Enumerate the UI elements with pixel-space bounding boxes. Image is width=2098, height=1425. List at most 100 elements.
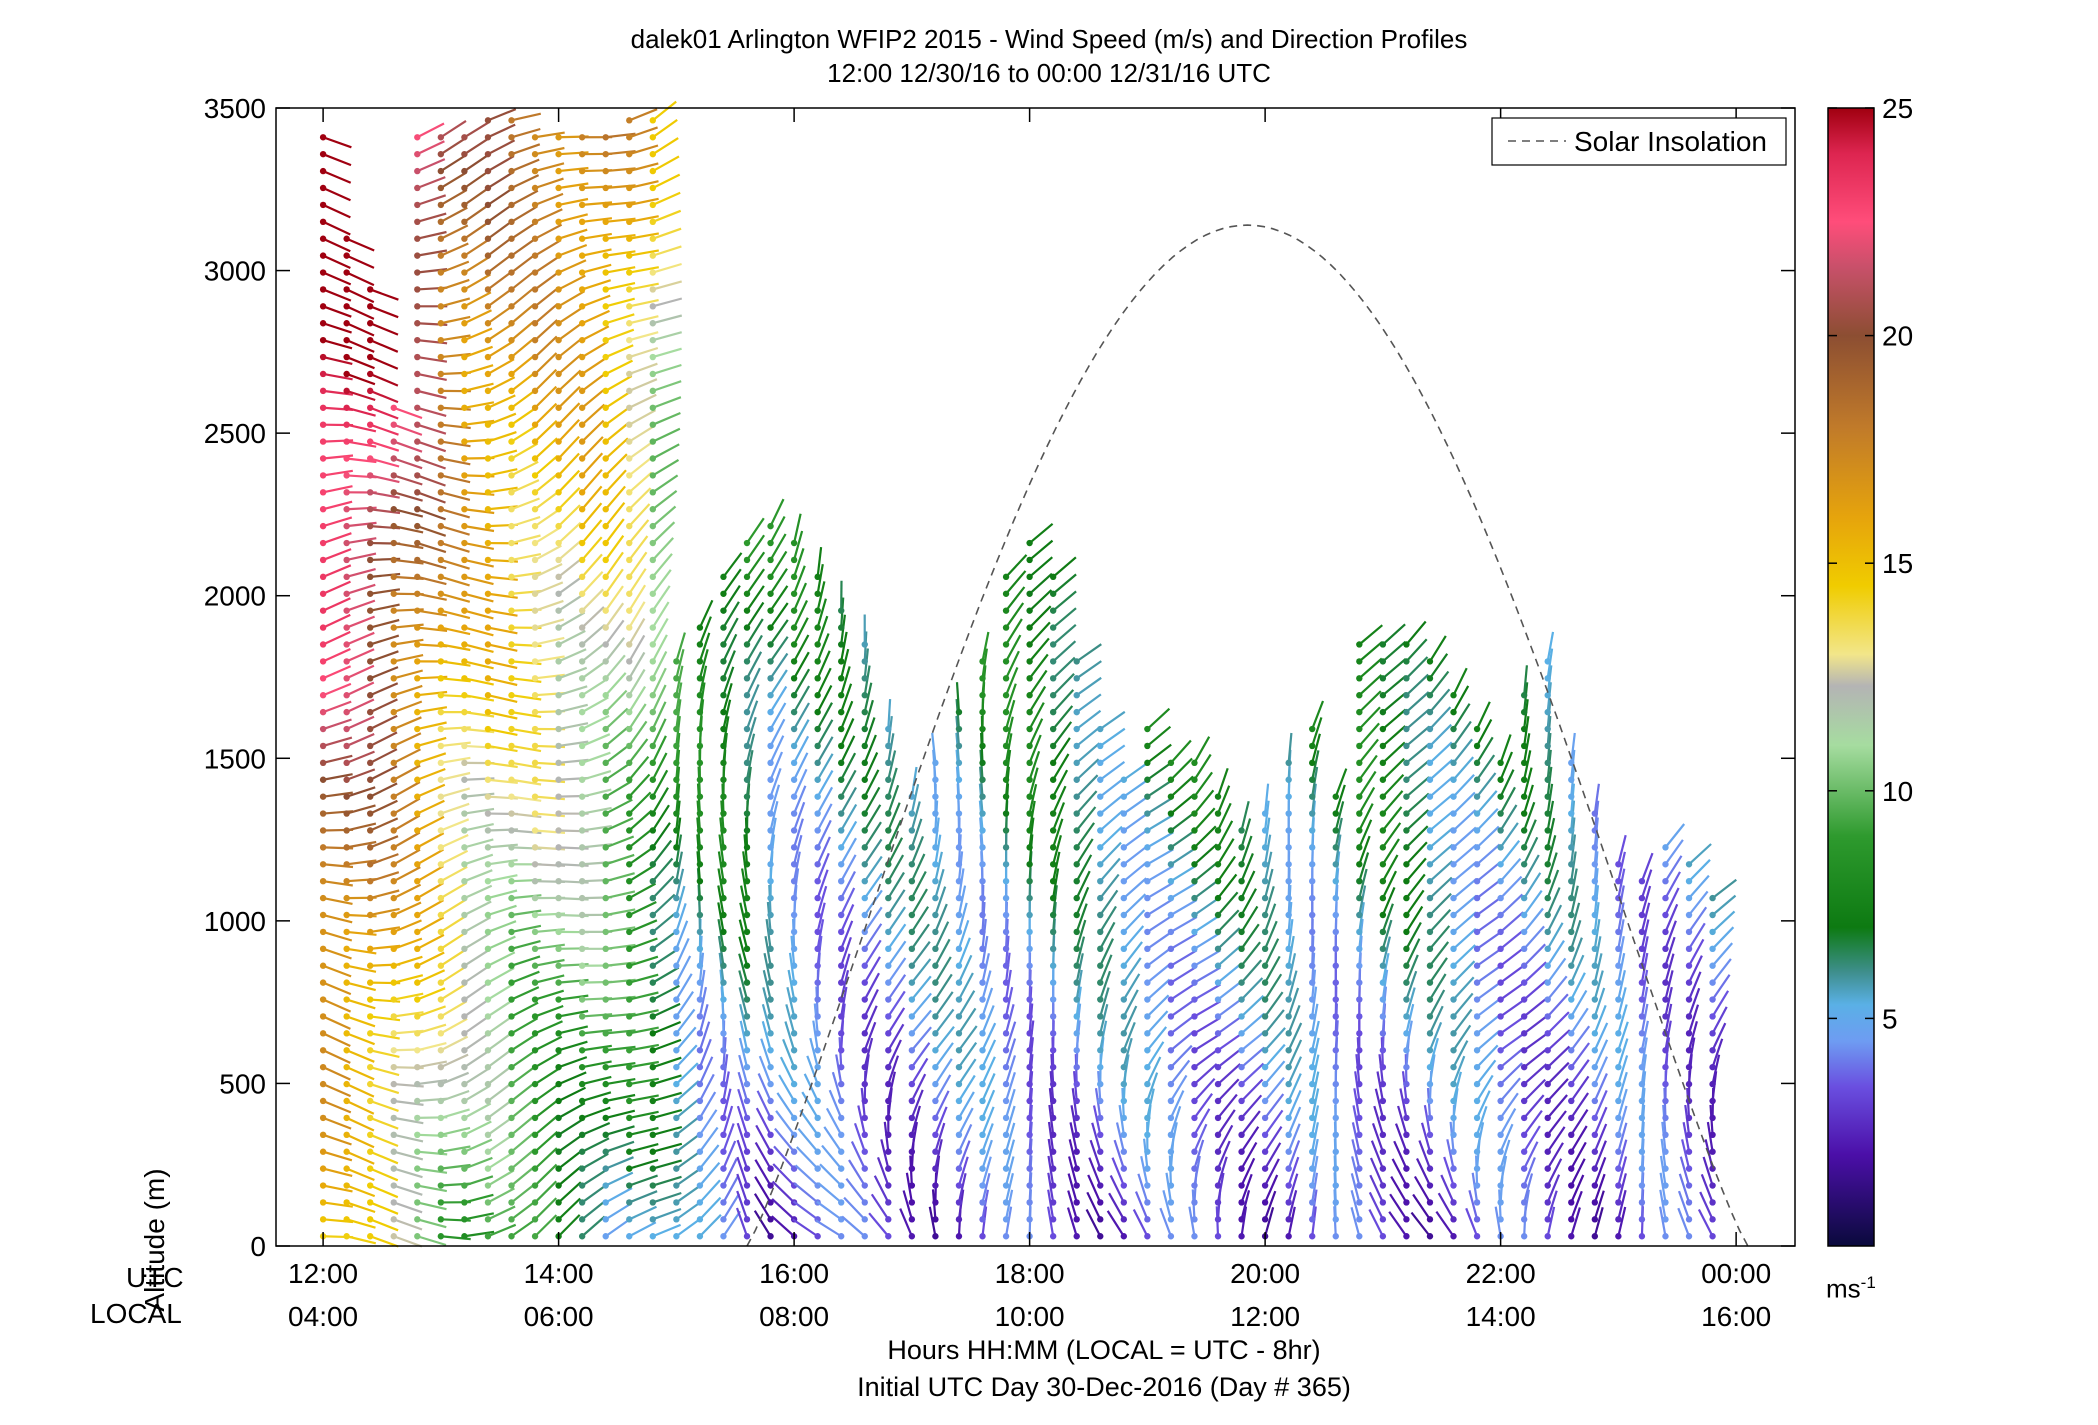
wind-barb-point <box>626 624 633 631</box>
wind-barb-stick <box>464 823 494 832</box>
wind-barb-point <box>1238 1131 1245 1139</box>
wind-barb-point <box>1261 996 1269 1003</box>
wind-barb-stick <box>755 1124 772 1153</box>
wind-barb-stick <box>322 913 353 924</box>
wind-barb-stick <box>322 1015 351 1030</box>
wind-barb-point <box>1544 844 1551 851</box>
wind-barb-point <box>1662 945 1669 953</box>
wind-barb-stick <box>346 1201 376 1214</box>
wind-barb-point <box>861 1165 868 1172</box>
wind-barb-point <box>461 573 468 581</box>
wind-barb-stick <box>652 984 680 1001</box>
wind-barb-point <box>1520 861 1528 868</box>
wind-barb-stick <box>1382 675 1407 697</box>
wind-barb-stick <box>346 288 375 304</box>
wind-barb-stick <box>1217 802 1232 831</box>
wind-barb-point <box>1073 1047 1080 1054</box>
wind-barb-point <box>814 911 821 919</box>
wind-barb-point <box>1097 759 1104 767</box>
wind-barb-stick <box>581 1215 606 1238</box>
wind-barb-stick <box>1264 991 1284 1018</box>
wind-barb-point <box>414 539 421 547</box>
wind-barb-stick <box>1311 1037 1320 1068</box>
wind-barb-stick <box>1099 809 1124 832</box>
wind-barb-point <box>1049 1148 1057 1155</box>
wind-barb-point <box>1097 928 1104 936</box>
y-tick-label: 1500 <box>204 743 266 774</box>
wind-barb-point <box>461 692 468 699</box>
wind-barb-stick <box>346 372 376 386</box>
wind-barb-stick <box>722 1175 739 1203</box>
wind-barb-point <box>531 539 539 547</box>
wind-barb-point <box>602 1216 609 1223</box>
wind-barb-point <box>673 793 680 800</box>
wind-barb-point <box>767 911 774 919</box>
wind-barb-point <box>602 607 609 614</box>
wind-barb-point <box>1426 979 1434 986</box>
wind-barb-point <box>1049 1199 1057 1206</box>
wind-barb-stick <box>1052 640 1077 663</box>
wind-barb-stick <box>793 719 810 747</box>
wind-barb-point <box>673 759 680 767</box>
wind-barb-point <box>790 1030 798 1037</box>
wind-barb-point <box>602 1199 609 1206</box>
wind-barb-stick <box>1452 1071 1462 1102</box>
wind-barb-point <box>508 286 515 293</box>
wind-barb-point <box>1615 1030 1622 1037</box>
wind-barb-point <box>649 573 657 581</box>
wind-barb-stick <box>1640 1003 1649 1034</box>
wind-barb-stick <box>1122 1021 1136 1051</box>
wind-barb-point <box>861 692 868 699</box>
wind-barb-point <box>908 810 916 817</box>
wind-barb-point <box>531 962 539 969</box>
wind-barb-stick <box>1170 982 1197 1001</box>
wind-barb-point <box>1309 1114 1316 1122</box>
wind-barb-stick <box>1476 754 1496 781</box>
wind-barb-stick <box>786 986 796 1017</box>
wind-barb-point <box>1615 945 1622 953</box>
wind-barb-stick <box>1123 795 1150 815</box>
wind-barb-stick <box>793 1182 819 1204</box>
wind-barb-stick <box>981 1056 996 1085</box>
wind-barb-point <box>1638 996 1646 1003</box>
wind-barb-point <box>955 1165 963 1172</box>
wind-barb-point <box>1097 1097 1104 1105</box>
wind-barb-point <box>1356 692 1363 699</box>
wind-barb-point <box>484 167 492 175</box>
wind-barb-point <box>1049 759 1057 767</box>
wind-barb-stick <box>322 322 352 334</box>
wind-barb-stick <box>487 220 513 240</box>
wind-barb-stick <box>1428 1005 1444 1034</box>
wind-barb-stick <box>510 205 538 223</box>
wind-barb-stick <box>652 1108 683 1119</box>
wind-barb-point <box>1638 928 1646 936</box>
wind-barb-point <box>555 252 562 259</box>
wind-barb-point <box>696 1165 704 1172</box>
wind-barb-point <box>1379 894 1387 902</box>
wind-barb-point <box>414 1047 421 1054</box>
wind-barb-point <box>979 1013 986 1020</box>
wind-barb-point <box>649 556 657 564</box>
wind-barb-point <box>743 607 751 614</box>
wind-barb-point <box>437 455 445 462</box>
wind-barb-point <box>1309 1047 1316 1054</box>
wind-barb-stick <box>1700 1174 1714 1203</box>
wind-barb-stick <box>651 617 669 646</box>
wind-barb-point <box>979 877 986 885</box>
wind-barb-point <box>484 962 492 969</box>
wind-barb-point <box>720 793 727 800</box>
wind-barb-point <box>437 421 445 428</box>
wind-barb-point <box>437 573 445 581</box>
wind-barb-stick <box>440 457 471 466</box>
wind-barb-point <box>531 472 539 479</box>
wind-barb-point <box>1544 1148 1551 1155</box>
wind-barb-stick <box>346 1015 376 1028</box>
wind-barb-point <box>1191 928 1198 936</box>
wind-barb-stick <box>1076 676 1102 697</box>
wind-barb-stick <box>558 274 586 291</box>
wind-barb-point <box>531 641 539 648</box>
wind-barb-point <box>555 539 562 547</box>
wind-barb-point <box>1049 1030 1057 1037</box>
wind-barb-stick <box>487 1169 515 1187</box>
wind-barb-point <box>461 387 468 395</box>
